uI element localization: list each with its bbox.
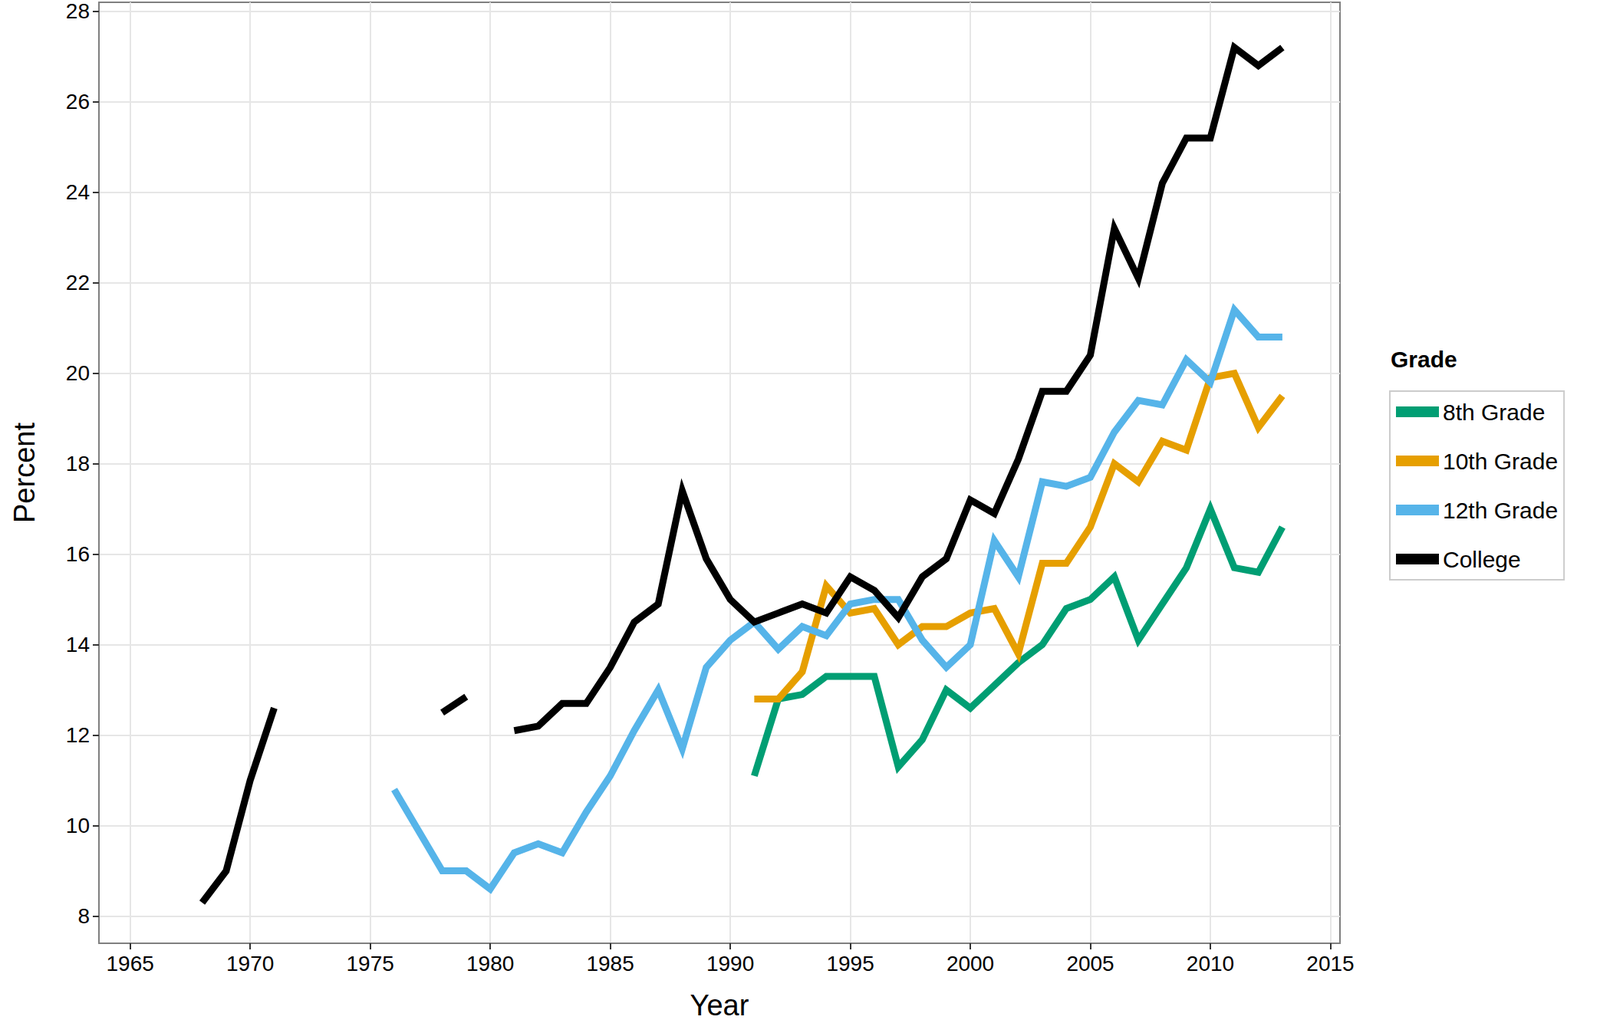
svg-text:8: 8 [77, 904, 90, 929]
svg-text:12: 12 [65, 723, 90, 748]
svg-text:Percent: Percent [8, 422, 41, 524]
svg-text:1990: 1990 [706, 951, 754, 976]
svg-text:20: 20 [65, 361, 90, 386]
svg-text:28: 28 [65, 0, 90, 24]
svg-text:10th Grade: 10th Grade [1442, 448, 1558, 475]
svg-text:1980: 1980 [466, 951, 514, 976]
svg-text:1975: 1975 [345, 951, 394, 976]
svg-text:1985: 1985 [586, 951, 634, 976]
svg-text:2000: 2000 [946, 951, 995, 976]
svg-text:18: 18 [65, 451, 90, 476]
svg-text:24: 24 [65, 180, 90, 205]
svg-text:2010: 2010 [1186, 951, 1235, 976]
svg-text:1965: 1965 [106, 951, 155, 976]
svg-text:Year: Year [690, 989, 750, 1022]
svg-text:14: 14 [65, 632, 90, 657]
svg-text:College: College [1442, 546, 1521, 573]
svg-text:Grade: Grade [1390, 346, 1458, 373]
svg-text:10: 10 [65, 813, 90, 838]
svg-text:1995: 1995 [826, 951, 874, 976]
svg-text:22: 22 [65, 270, 90, 295]
svg-text:2015: 2015 [1306, 951, 1354, 976]
svg-text:8th Grade: 8th Grade [1442, 399, 1545, 425]
svg-text:26: 26 [65, 89, 90, 114]
svg-text:16: 16 [65, 542, 90, 567]
svg-text:1970: 1970 [226, 951, 274, 976]
svg-text:2005: 2005 [1066, 951, 1114, 976]
svg-text:12th Grade: 12th Grade [1442, 497, 1558, 524]
